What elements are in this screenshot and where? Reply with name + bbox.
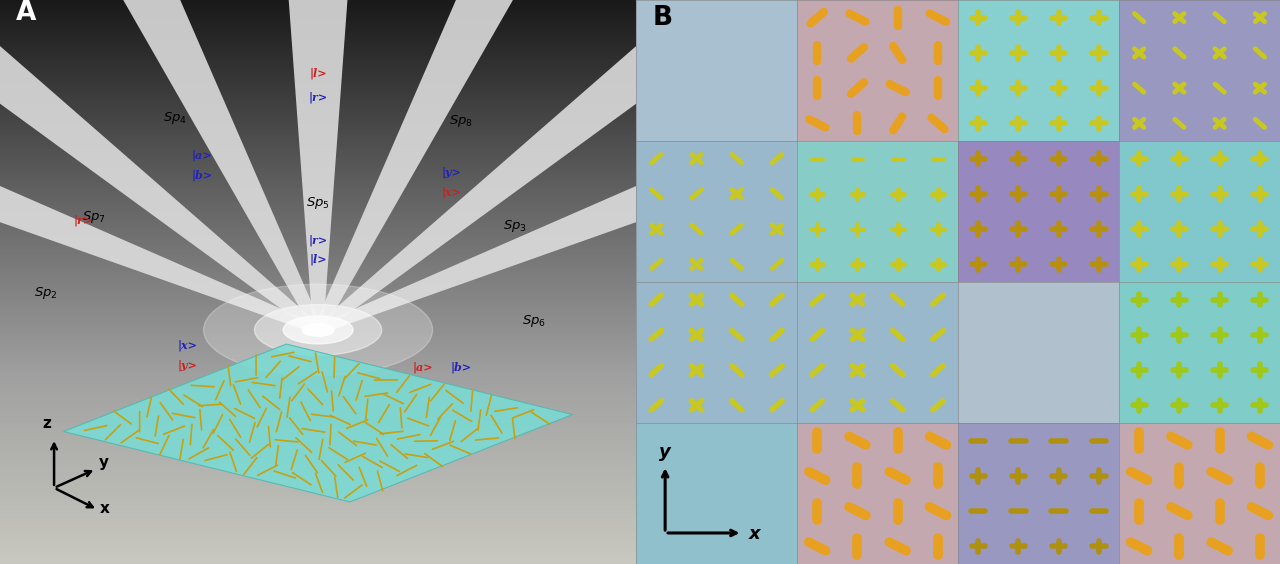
Bar — [797, 0, 957, 141]
Polygon shape — [316, 146, 746, 334]
Text: z: z — [42, 416, 51, 431]
Polygon shape — [64, 344, 572, 502]
Text: $Sp_7$: $Sp_7$ — [82, 209, 106, 225]
Text: |r>: |r> — [308, 91, 328, 103]
Polygon shape — [283, 0, 353, 330]
Text: $Sp_6$: $Sp_6$ — [522, 314, 547, 329]
Polygon shape — [314, 0, 530, 332]
Text: |b>: |b> — [192, 169, 212, 180]
Text: $Sp_2$: $Sp_2$ — [35, 285, 58, 301]
Bar — [1119, 0, 1280, 141]
Text: $Sp_3$: $Sp_3$ — [503, 218, 527, 233]
Text: |y>: |y> — [178, 359, 197, 371]
Polygon shape — [315, 42, 676, 333]
Text: |b>: |b> — [451, 362, 472, 373]
Bar — [797, 282, 957, 423]
Ellipse shape — [204, 284, 433, 376]
Text: |a>: |a> — [192, 150, 212, 161]
Bar — [957, 282, 1119, 423]
Text: |r>: |r> — [73, 214, 92, 226]
Bar — [1119, 282, 1280, 423]
Text: y: y — [659, 443, 671, 461]
Bar — [797, 423, 957, 564]
Bar — [957, 0, 1119, 141]
Text: $Sp_4$: $Sp_4$ — [163, 111, 187, 126]
Text: |x>: |x> — [442, 186, 462, 197]
Polygon shape — [106, 0, 323, 332]
Ellipse shape — [302, 324, 334, 336]
Text: x: x — [749, 525, 760, 543]
Polygon shape — [0, 42, 321, 333]
Text: |a>: |a> — [412, 362, 434, 373]
Bar — [797, 141, 957, 282]
Bar — [636, 282, 797, 423]
Bar — [957, 423, 1119, 564]
Bar — [636, 0, 797, 141]
Polygon shape — [0, 146, 320, 334]
Bar — [1119, 141, 1280, 282]
Text: |l>: |l> — [310, 254, 326, 265]
Text: |r>: |r> — [308, 235, 328, 246]
Bar — [1119, 423, 1280, 564]
Text: $Sp_8$: $Sp_8$ — [449, 113, 474, 129]
Text: |l>: |l> — [310, 68, 326, 79]
Ellipse shape — [255, 305, 381, 355]
Ellipse shape — [283, 316, 353, 344]
Text: y: y — [99, 455, 109, 470]
Text: x: x — [100, 501, 110, 515]
Text: B: B — [653, 6, 672, 32]
Text: |x>: |x> — [178, 340, 197, 351]
Bar — [957, 141, 1119, 282]
Bar — [636, 423, 797, 564]
Text: |y>: |y> — [442, 166, 462, 178]
Text: A: A — [15, 0, 36, 26]
Text: $Sp_5$: $Sp_5$ — [306, 195, 330, 211]
Bar — [636, 141, 797, 282]
